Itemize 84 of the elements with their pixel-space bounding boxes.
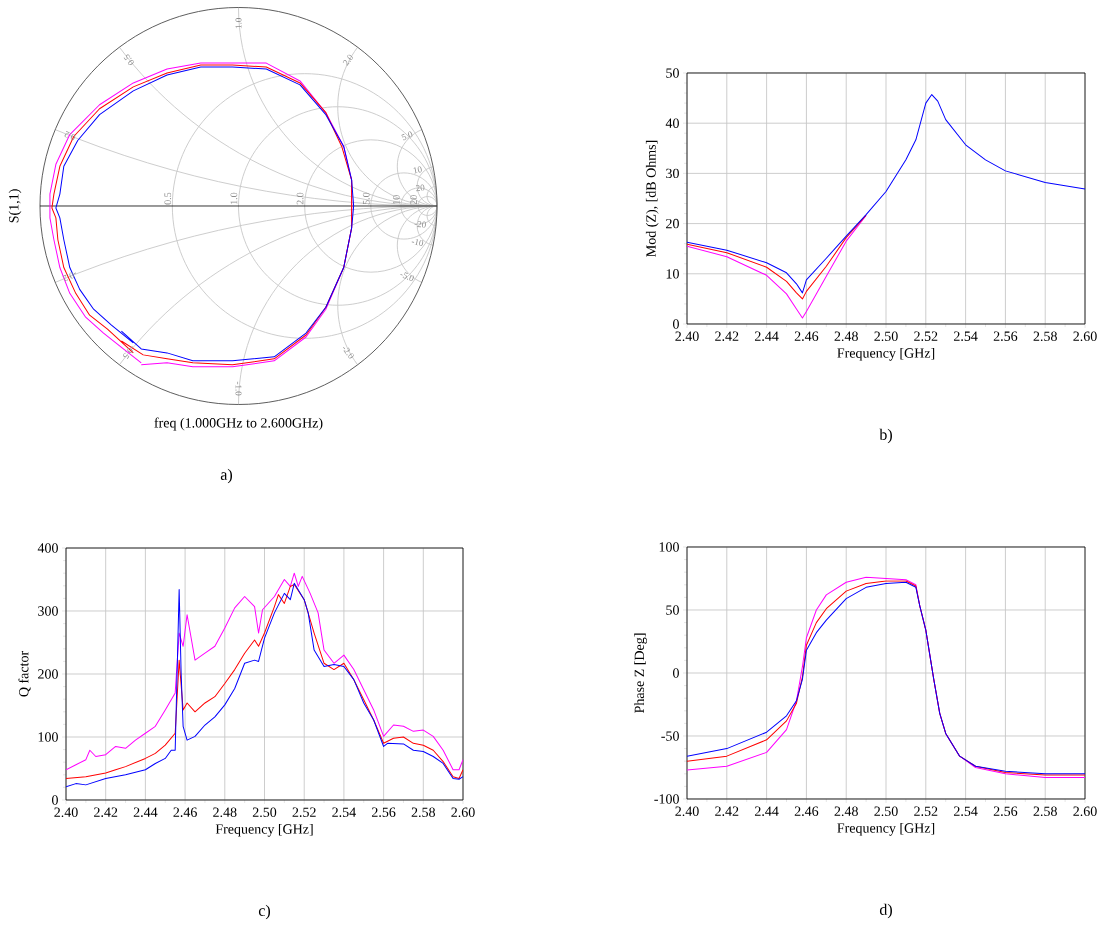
x-tick-label: 2.52: [914, 806, 938, 817]
text: 1.0: [235, 18, 242, 29]
y-tick-label: 0: [673, 668, 679, 678]
x-tick-label: 2.54: [953, 806, 978, 817]
y-tick-label: 20: [666, 218, 679, 229]
text: a): [220, 468, 233, 484]
x-tick-label: 2.60: [1073, 331, 1097, 342]
text: 10: [413, 166, 422, 174]
text: 0.2: [64, 131, 76, 141]
x-tick-label: 2.48: [834, 331, 858, 342]
x-tick-label: 2.44: [754, 806, 779, 817]
y-tick-label: 100: [38, 732, 58, 742]
x-tick-label: 2.42: [715, 331, 739, 341]
text: 1.0: [230, 192, 238, 204]
text: -0.2: [62, 272, 77, 282]
line-series: [687, 214, 867, 300]
text: 20: [416, 184, 425, 192]
text: b): [879, 428, 892, 444]
text: 20: [410, 195, 417, 205]
x-tick-label: 2.48: [213, 807, 237, 818]
x-tick-label: 2.46: [794, 806, 819, 817]
text: S(1,1): [8, 189, 22, 223]
x-tick-label: 2.60: [451, 807, 475, 818]
y-tick-label: 0: [52, 795, 58, 805]
text: 10: [392, 195, 400, 204]
y-tick-label: 40: [665, 118, 679, 128]
x-tick-label: 2.56: [993, 331, 1018, 341]
x-tick-label: 2.52: [292, 807, 316, 818]
x-tick-label: 2.46: [173, 807, 197, 818]
x-tick-label: 2.40: [54, 807, 78, 818]
y-tick-label: 30: [666, 168, 679, 179]
y-tick-label: 0: [673, 319, 679, 329]
y-axis-title: Mod (Z), [dB Ohms]: [645, 140, 659, 257]
x-tick-label: 2.50: [874, 331, 898, 342]
x-tick-label: 2.48: [834, 806, 858, 817]
x-tick-label: 2.50: [874, 806, 898, 817]
y-tick-label: -100: [654, 794, 679, 804]
x-tick-label: 2.46: [794, 331, 819, 341]
text: 2.0: [342, 54, 353, 66]
text: 5.0: [362, 192, 370, 205]
x-tick-label: 2.58: [1033, 331, 1057, 342]
y-tick-label: 50: [666, 68, 679, 78]
y-tick-label: 50: [666, 605, 679, 615]
x-tick-label: 2.54: [953, 331, 978, 341]
text: freq (1.000GHz to 2.600GHz): [154, 417, 323, 431]
y-tick-label: 100: [659, 542, 679, 552]
text: -2.0: [343, 346, 354, 359]
y-axis-title: Q factor: [18, 651, 31, 697]
text: 2.0: [296, 192, 304, 205]
x-tick-label: 2.44: [754, 331, 779, 341]
x-tick-label: 2.52: [914, 331, 938, 341]
text: c): [258, 904, 271, 920]
x-tick-label: 2.40: [675, 806, 699, 817]
x-axis-title: Frequency [GHz]: [215, 823, 313, 837]
x-tick-label: 2.54: [332, 807, 356, 818]
text: d): [879, 903, 892, 919]
y-tick-label: -50: [661, 731, 679, 741]
text: -0.5: [123, 345, 133, 359]
line-series: [687, 94, 1086, 294]
text: -5.0: [400, 272, 414, 282]
x-tick-label: 2.40: [675, 331, 699, 342]
y-tick-label: 300: [38, 606, 58, 616]
x-axis-title: Frequency [GHz]: [837, 347, 935, 361]
x-tick-label: 2.58: [1033, 806, 1057, 817]
x-tick-label: 2.58: [411, 807, 436, 818]
line-series: [687, 215, 867, 319]
y-axis-title: Phase Z [Deg]: [634, 633, 647, 714]
x-tick-label: 2.50: [252, 807, 277, 818]
x-tick-label: 2.42: [715, 806, 739, 817]
text: -20: [414, 221, 426, 228]
text: 0.5: [123, 54, 134, 66]
x-tick-label: 2.60: [1073, 806, 1097, 817]
text: 0.5: [164, 192, 172, 205]
x-tick-label: 2.44: [133, 807, 158, 818]
y-tick-label: 400: [37, 543, 58, 553]
x-tick-label: 2.56: [371, 807, 396, 818]
x-axis-title: Frequency [GHz]: [837, 822, 935, 836]
y-tick-label: 200: [38, 669, 58, 679]
y-tick-label: 10: [666, 269, 679, 279]
text: -10: [411, 239, 424, 246]
text: -1.0: [235, 381, 242, 396]
x-tick-label: 2.42: [94, 807, 118, 818]
text: 5.0: [401, 131, 413, 141]
x-tick-label: 2.56: [993, 806, 1018, 817]
